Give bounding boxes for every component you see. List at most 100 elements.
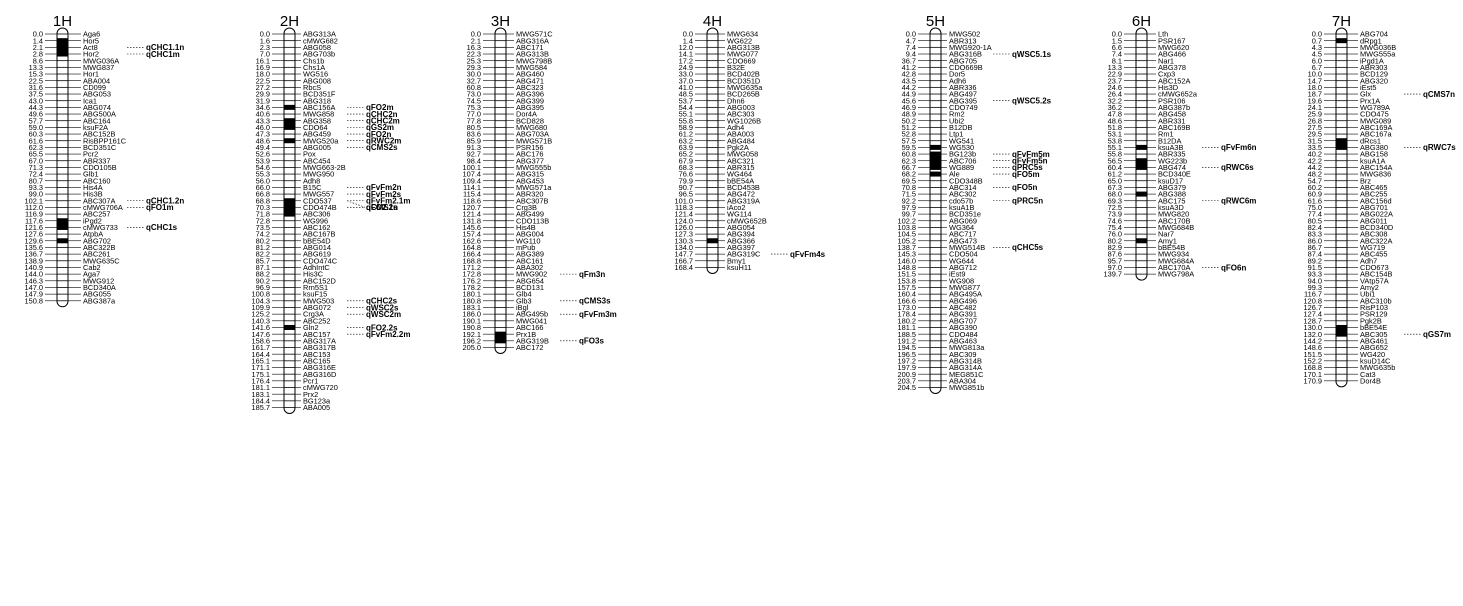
marker-name: iPgd2 — [83, 216, 102, 225]
marker-name: ABR313 — [949, 36, 977, 45]
marker-position: 4.7 — [906, 36, 916, 45]
marker-name: ABG316B — [949, 50, 982, 59]
marker-name: ABC310b — [1360, 296, 1392, 305]
marker-name: ABC482 — [949, 303, 977, 312]
marker-position: 166.7 — [675, 256, 694, 265]
marker-position: 168.8 — [463, 256, 482, 265]
marker-name: ABG358 — [303, 116, 331, 125]
marker-name: ABG069 — [949, 216, 977, 225]
marker-position: 34.6 — [256, 103, 270, 112]
marker-position: 55.3 — [256, 170, 270, 179]
chromosome-4h: 4H 0.0 MWG634 1.4 WG622 12.0 ABG313B 14.1 MWG077… — [675, 13, 826, 274]
marker-name: ABG316D — [303, 370, 336, 379]
marker-name: PSR156 — [516, 143, 544, 152]
marker-name: Cab2 — [83, 263, 101, 272]
marker-position: 60.8 — [902, 150, 916, 159]
marker-position: 104.3 — [252, 296, 271, 305]
marker-position: 32.2 — [1108, 96, 1122, 105]
marker-position: 29.3 — [467, 63, 481, 72]
marker-name: ABG378 — [1158, 63, 1186, 72]
marker-name: ABC169B — [1158, 123, 1191, 132]
marker-name: ksuD14C — [1360, 356, 1391, 365]
marker-name: CD099 — [83, 83, 106, 92]
marker-position: 100.1 — [463, 163, 482, 172]
qtl-label: qCHC1s — [146, 223, 178, 232]
marker-position: 29.9 — [256, 90, 270, 99]
marker-position: 62.3 — [29, 143, 43, 152]
marker-name: B12DA — [1158, 136, 1181, 145]
marker-position: 72.8 — [256, 216, 270, 225]
marker-name: cMWG706A — [83, 203, 123, 212]
marker-position: 0.0 — [906, 30, 916, 39]
marker-position: 0.7 — [1312, 36, 1322, 45]
marker-name: Glb3 — [516, 296, 532, 305]
chromosome-3h: 3H 0.0 MWG571C 2.1 ABG316A 16.3 ABC171 22.3 ABG3… — [463, 13, 617, 354]
marker-position: 168.4 — [675, 263, 694, 272]
marker-position: 55.1 — [679, 110, 693, 119]
marker-name: MWG920-1A — [949, 43, 992, 52]
marker-name: Prx2 — [303, 390, 318, 399]
marker-position: 0.0 — [33, 30, 43, 39]
marker-name: ABC255 — [1360, 190, 1388, 199]
marker-position: 80.2 — [256, 236, 270, 245]
marker-name: ABC322A — [1360, 236, 1393, 245]
marker-name: ABG399 — [516, 96, 544, 105]
marker-position: 148.8 — [898, 263, 917, 272]
marker-name: Brz — [1360, 176, 1371, 185]
marker-name: ABA302 — [516, 263, 543, 272]
marker-position: 54.7 — [1308, 176, 1322, 185]
marker-name: ABG453 — [516, 176, 544, 185]
marker-name: Adh7 — [1360, 256, 1377, 265]
marker-position: 60.2 — [1308, 183, 1322, 192]
marker-position: 0.0 — [1112, 30, 1122, 39]
qtl-label: qRWC7s — [1423, 143, 1456, 152]
marker-name: ABG317A — [303, 336, 336, 345]
marker-name: BCD402B — [727, 70, 760, 79]
marker-position: 97.9 — [902, 203, 916, 212]
marker-name: ABC706 — [949, 156, 977, 165]
marker-position: 173.0 — [898, 303, 917, 312]
marker-position: 65.5 — [29, 150, 43, 159]
marker-position: 145.6 — [463, 223, 482, 232]
marker-name: CDO474B — [303, 203, 337, 212]
marker-name: ABG390 — [949, 323, 977, 332]
marker-name: mPub — [516, 243, 535, 252]
marker-position: 96.9 — [256, 283, 270, 292]
marker-name: MWG620 — [1158, 43, 1189, 52]
marker-name: ABG319C — [727, 250, 761, 259]
marker-position: 139.7 — [1104, 270, 1123, 279]
marker-name: ABC169A — [1360, 123, 1393, 132]
marker-position: 99.3 — [1308, 283, 1322, 292]
qtl-label: qWSC5.1s — [1012, 50, 1052, 59]
marker-name: ABG316A — [516, 36, 549, 45]
marker-name: ABC314 — [949, 183, 977, 192]
marker-name: CDO749 — [949, 103, 978, 112]
marker-name: Pox — [303, 150, 316, 159]
marker-position: 92.7 — [467, 150, 481, 159]
marker-name: His3C — [303, 270, 324, 279]
marker-name: PSR129 — [1360, 310, 1388, 319]
marker-position: 116.9 — [25, 210, 43, 219]
marker-position: 27.5 — [1308, 123, 1322, 132]
marker-position: 127.4 — [1304, 310, 1323, 319]
marker-name: Glx — [1360, 90, 1371, 99]
marker-position: 120.8 — [1304, 296, 1323, 305]
marker-position: 190.8 — [463, 323, 482, 332]
marker-position: 9.4 — [906, 50, 916, 59]
marker-position: 140.9 — [25, 263, 44, 272]
qtl-label: qFvFm5n — [1012, 157, 1048, 166]
marker-position: 144.2 — [1304, 336, 1323, 345]
marker-name: MWG663-2B — [303, 163, 346, 172]
marker-position: 147.0 — [25, 283, 44, 292]
marker-position: 53.9 — [256, 156, 270, 165]
marker-name: BCD265B — [727, 90, 760, 99]
marker-position: 36.2 — [1108, 103, 1122, 112]
marker-position: 0.0 — [260, 30, 270, 39]
chromosomes-layer: 1H 0.0 Aga6 1.4 Hor5 2.1 Act8 2.8 Hor2 8.6 MWG036A… — [25, 13, 1456, 415]
marker-name: cMWG652B — [727, 216, 767, 225]
marker-position: 99.7 — [902, 210, 916, 219]
marker-position: 105.2 — [898, 236, 917, 245]
marker-position: 49.6 — [29, 110, 43, 119]
marker-position: 87.1 — [256, 263, 270, 272]
chromosome-title: 5H — [926, 13, 945, 30]
